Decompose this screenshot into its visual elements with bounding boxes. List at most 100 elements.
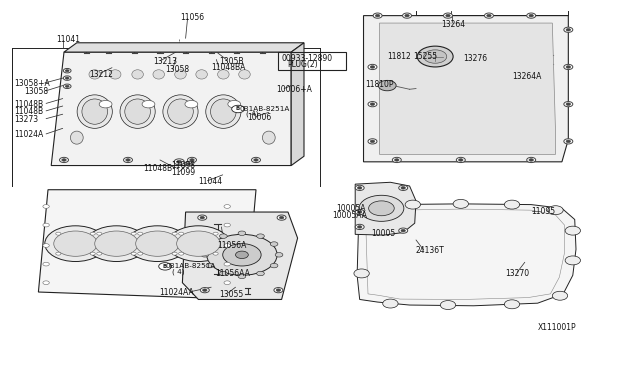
Circle shape: [224, 262, 230, 266]
Circle shape: [207, 234, 277, 275]
Circle shape: [565, 226, 580, 235]
Circle shape: [370, 103, 375, 106]
Circle shape: [358, 187, 362, 189]
Ellipse shape: [218, 70, 229, 79]
Circle shape: [43, 205, 49, 208]
Text: 13270: 13270: [506, 269, 530, 278]
Ellipse shape: [163, 95, 198, 128]
Circle shape: [405, 200, 420, 209]
Circle shape: [564, 64, 573, 70]
Circle shape: [60, 157, 68, 163]
Circle shape: [444, 13, 452, 18]
Ellipse shape: [132, 70, 143, 79]
Text: 13058: 13058: [24, 87, 49, 96]
Circle shape: [236, 251, 248, 259]
Circle shape: [95, 231, 138, 256]
Text: 11048B: 11048B: [143, 164, 172, 173]
Circle shape: [220, 234, 227, 238]
Circle shape: [185, 161, 193, 166]
Text: 11056A: 11056A: [218, 241, 247, 250]
Circle shape: [424, 50, 447, 63]
Text: 10005: 10005: [371, 229, 396, 238]
Circle shape: [487, 15, 492, 17]
Circle shape: [127, 226, 188, 262]
Text: 13213: 13213: [153, 57, 177, 65]
Circle shape: [276, 289, 280, 292]
Text: 13273: 13273: [14, 115, 38, 124]
Circle shape: [223, 244, 261, 266]
Circle shape: [45, 226, 106, 262]
Ellipse shape: [168, 99, 193, 124]
Circle shape: [43, 244, 49, 247]
Circle shape: [527, 157, 536, 163]
Circle shape: [564, 102, 573, 107]
Circle shape: [358, 211, 362, 214]
Circle shape: [54, 231, 97, 256]
Circle shape: [548, 206, 563, 215]
Circle shape: [63, 68, 71, 73]
Circle shape: [274, 288, 283, 293]
Circle shape: [565, 256, 580, 265]
Text: 11099: 11099: [171, 168, 195, 177]
Circle shape: [189, 159, 195, 161]
Circle shape: [125, 159, 131, 161]
Ellipse shape: [211, 99, 236, 124]
Circle shape: [97, 232, 102, 235]
Text: 0B1AB-8251A: 0B1AB-8251A: [239, 106, 290, 112]
Text: 11048B: 11048B: [14, 100, 44, 109]
Circle shape: [136, 231, 179, 256]
Circle shape: [206, 242, 214, 246]
Circle shape: [359, 195, 404, 221]
Circle shape: [200, 217, 205, 219]
Text: 11024AA: 11024AA: [159, 288, 193, 297]
Circle shape: [529, 159, 533, 161]
Text: 13212: 13212: [90, 70, 113, 79]
Circle shape: [257, 234, 264, 238]
Text: 11048BA: 11048BA: [211, 63, 246, 72]
Circle shape: [187, 163, 191, 165]
Circle shape: [253, 159, 259, 161]
Ellipse shape: [77, 95, 113, 128]
Circle shape: [458, 159, 463, 161]
Circle shape: [90, 252, 95, 255]
Text: ( 4): ( 4): [246, 110, 259, 117]
Circle shape: [185, 100, 198, 108]
Circle shape: [179, 252, 184, 255]
Ellipse shape: [239, 70, 250, 79]
Circle shape: [174, 159, 184, 165]
Circle shape: [504, 300, 520, 309]
Circle shape: [159, 263, 172, 270]
Ellipse shape: [125, 99, 150, 124]
Polygon shape: [64, 43, 304, 52]
Circle shape: [177, 231, 220, 256]
Text: 13264: 13264: [442, 20, 466, 29]
Circle shape: [63, 84, 71, 89]
Circle shape: [453, 199, 468, 208]
Circle shape: [213, 252, 218, 255]
Circle shape: [504, 200, 520, 209]
Circle shape: [401, 229, 406, 232]
Ellipse shape: [175, 70, 186, 79]
Ellipse shape: [262, 131, 275, 144]
Text: 11048B: 11048B: [14, 107, 44, 116]
Text: B: B: [163, 264, 167, 269]
Circle shape: [200, 288, 209, 293]
Polygon shape: [51, 52, 291, 166]
Circle shape: [124, 157, 132, 163]
Circle shape: [56, 232, 61, 235]
Circle shape: [131, 232, 136, 235]
Circle shape: [43, 262, 49, 266]
Circle shape: [270, 263, 278, 268]
Circle shape: [201, 253, 209, 257]
Circle shape: [354, 269, 369, 278]
Circle shape: [65, 85, 69, 87]
Text: 00933-12890: 00933-12890: [282, 54, 333, 63]
Circle shape: [275, 253, 283, 257]
Text: 10005AA: 10005AA: [332, 211, 367, 219]
Circle shape: [65, 77, 69, 79]
Circle shape: [355, 209, 364, 215]
Circle shape: [383, 299, 398, 308]
Circle shape: [564, 139, 573, 144]
Circle shape: [378, 80, 396, 91]
Circle shape: [445, 15, 451, 17]
